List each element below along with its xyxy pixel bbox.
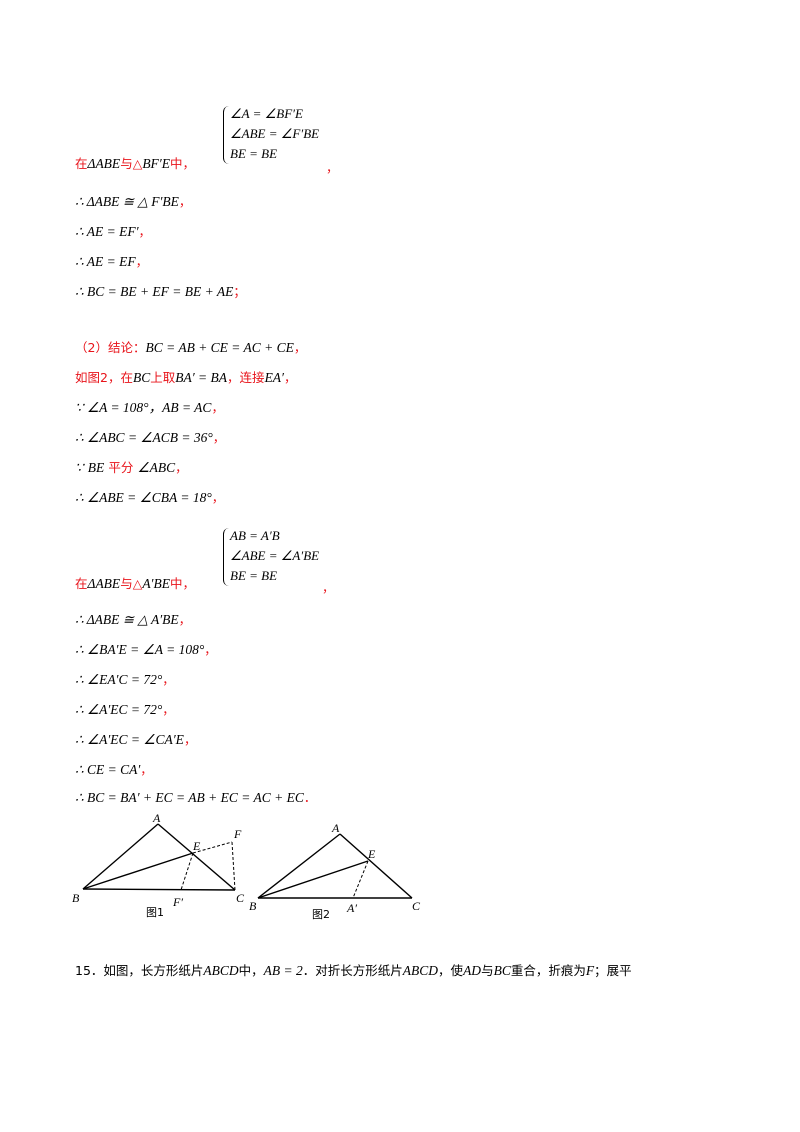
step-line: ∵ ∠A = 108°，AB = AC，: [75, 400, 224, 415]
figure-2: [257, 833, 413, 899]
system-part1: ∠A = ∠BF′E ∠ABE = ∠F′BE BE = BE: [223, 104, 320, 164]
segment-ef-prime-dashed: [180, 852, 194, 891]
step-line: ∴ BC = BA′ + EC = AB + EC = AC + EC．: [75, 790, 317, 805]
step-line: ∴ ∠EA′C = 72°，: [75, 672, 175, 687]
label-a: A: [331, 821, 340, 835]
segment-be: [82, 852, 194, 890]
label-e: E: [367, 847, 376, 861]
system-row: ∠ABE = ∠A′BE: [230, 548, 320, 563]
step-line: ∴ CE = CA′，: [75, 762, 153, 777]
label-f: F: [233, 827, 242, 841]
segment-ac: [157, 823, 236, 891]
segment-be: [257, 860, 369, 899]
label-a-prime: A′: [346, 901, 357, 915]
step-line: ∴ ∠A′EC = ∠CA′E，: [75, 732, 197, 747]
system-brace: [223, 106, 230, 164]
comma-end-1: ，: [326, 160, 339, 175]
label-a: A: [152, 811, 161, 825]
construction-line: 如图2，在BC上取BA′ = BA，连接EA′，: [75, 370, 297, 385]
step-line: ∴ ∠ABC = ∠ACB = 36°，: [75, 430, 226, 445]
conclusion-line: （2）结论：BC = AB + CE = AC + CE，: [75, 340, 307, 355]
step-line: ∴ ∠BA′E = ∠A = 108°，: [75, 642, 217, 657]
step-line: ∴ ∠ABE = ∠CBA = 18°，: [75, 490, 225, 505]
system-row: BE = BE: [230, 568, 278, 583]
congruence-intro-1: 在ΔABE与△BF′E中，: [75, 156, 196, 171]
step-line: ∴ ΔABE ≅ △ F′BE，: [75, 194, 192, 209]
label-b: B: [249, 899, 257, 913]
step-line: ∴ BC = BE + EF = BE + AE；: [75, 284, 246, 299]
system-row: ∠A = ∠BF′E: [230, 106, 303, 121]
system-row: ∠ABE = ∠F′BE: [230, 126, 320, 141]
step-line: ∵ BE 平分 ∠ABC，: [75, 460, 188, 475]
label-f-prime: F′: [172, 895, 183, 909]
label-b: B: [72, 891, 80, 905]
system-part2: AB = A′B ∠ABE = ∠A′BE BE = BE: [223, 526, 320, 586]
segment-bc: [82, 888, 236, 891]
problem-15: 15．如图，长方形纸片ABCD中，AB = 2．对折长方形纸片ABCD，使AD与…: [75, 963, 632, 978]
step-line: ∴ AE = EF，: [75, 254, 149, 269]
label-e: E: [192, 839, 201, 853]
congruence-intro-2: 在ΔABE与△A′BE中，: [75, 576, 196, 591]
segment-ab: [257, 833, 341, 899]
step-line: ∴ AE = EF′，: [75, 224, 152, 239]
geometry-figures: A B C E F F′ 图1 A B C E A′ 图2: [72, 811, 421, 921]
figure-caption: 图1: [146, 906, 164, 919]
segment-ef-dashed: [192, 841, 233, 854]
label-c: C: [236, 891, 245, 905]
system-row: BE = BE: [230, 146, 278, 161]
segment-ea-prime-dashed: [352, 860, 369, 899]
step-line: ∴ ∠A′EC = 72°，: [75, 702, 175, 717]
step-line: ∴ ΔABE ≅ △ A′BE，: [75, 612, 192, 627]
segment-ac: [339, 833, 413, 899]
figure-caption: 图2: [312, 908, 330, 921]
figure-1: [82, 823, 236, 891]
system-row: AB = A′B: [230, 528, 280, 543]
system-brace: [223, 528, 230, 586]
comma-end-2: ，: [322, 580, 335, 595]
label-c: C: [412, 899, 421, 913]
segment-ab: [82, 823, 159, 890]
segment-fc-dashed: [231, 841, 236, 891]
